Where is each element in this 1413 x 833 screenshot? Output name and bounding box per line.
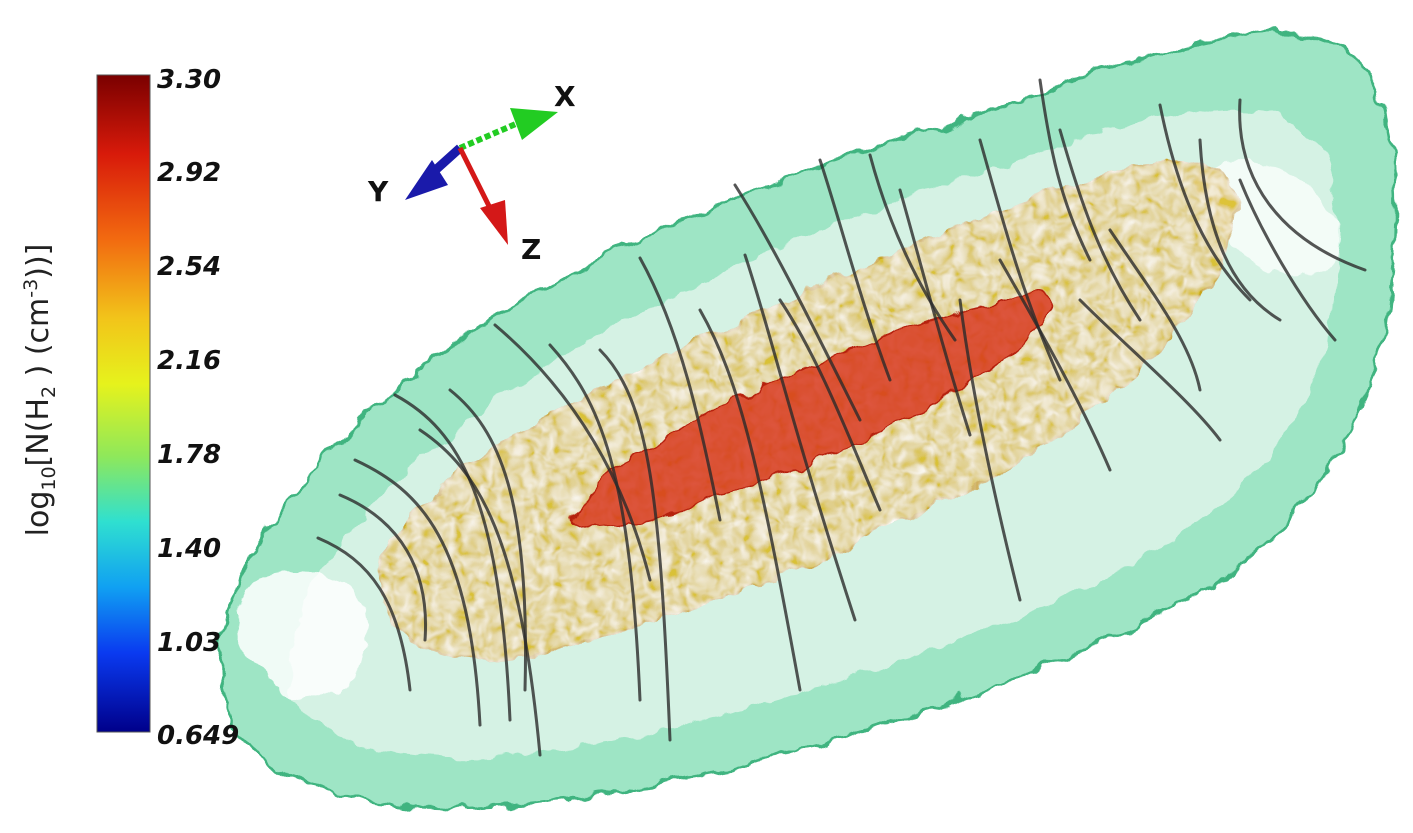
z-axis-label: Z — [521, 233, 542, 266]
field-line — [733, 183, 862, 422]
colorbar-tick-label: 2.16 — [157, 346, 222, 376]
field-line — [353, 458, 482, 727]
colorbar-title-log-base: 10 — [38, 466, 60, 491]
field-line — [1078, 298, 1222, 442]
x-axis-arrowhead — [510, 108, 558, 140]
colorbar-tick-label: 2.54 — [157, 252, 222, 282]
y-axis-label: Y — [368, 175, 389, 208]
field-line — [818, 158, 892, 382]
field-line — [778, 298, 882, 512]
field-line — [1158, 103, 1252, 302]
colorbar-title-close: ))] — [21, 243, 56, 279]
field-line — [958, 298, 1022, 602]
colorbar-tick-label: 1.40 — [157, 534, 222, 564]
z-axis-arrow — [457, 146, 493, 210]
field-line — [316, 536, 412, 692]
axes-triad — [405, 108, 558, 245]
field-line — [598, 348, 672, 742]
field-line — [1238, 98, 1367, 272]
z-axis-arrowhead — [480, 200, 508, 245]
field-line — [338, 493, 428, 642]
colorbar-title-subscript: 2 — [38, 385, 60, 399]
x-axis-label: X — [554, 80, 576, 113]
inner-isosurface — [569, 294, 1052, 529]
colorbar — [96, 74, 151, 733]
field-line — [1058, 128, 1142, 322]
field-line — [418, 428, 542, 757]
colorbar-tick-label: 1.78 — [157, 440, 222, 470]
field-line — [898, 188, 972, 437]
colorbar-tick-label: 3.30 — [157, 65, 222, 95]
field-line — [393, 393, 512, 722]
field-line — [998, 258, 1112, 472]
field-line — [448, 388, 528, 692]
field-line — [638, 256, 722, 522]
field-line — [1038, 78, 1092, 262]
field-line — [548, 343, 642, 702]
magnetic-field-lines — [316, 78, 1367, 757]
x-axis-arrow — [458, 117, 527, 151]
colorbar-tick-label: 2.92 — [157, 158, 222, 188]
field-line — [743, 253, 857, 622]
colorbar-title-unit: ) (cm — [21, 297, 56, 386]
field-line — [868, 153, 957, 342]
field-line — [698, 308, 802, 692]
colorbar-title-prefix: log — [21, 490, 56, 537]
field-line — [1108, 228, 1202, 392]
field-line — [493, 323, 652, 582]
y-axis-arrowhead — [405, 160, 448, 200]
colorbar-title-exponent: -3 — [20, 278, 42, 298]
colorbar-title: log10[N(H2 ) (cm-3))] — [10, 170, 70, 610]
field-line — [978, 138, 1062, 382]
colorbar-title-quantity: [N(H — [21, 398, 56, 467]
colorbar-tick-label: 1.03 — [157, 628, 222, 658]
field-line — [1198, 138, 1282, 322]
colorbar-tick-label: 0.649 — [157, 721, 240, 751]
field-line — [1238, 178, 1337, 342]
